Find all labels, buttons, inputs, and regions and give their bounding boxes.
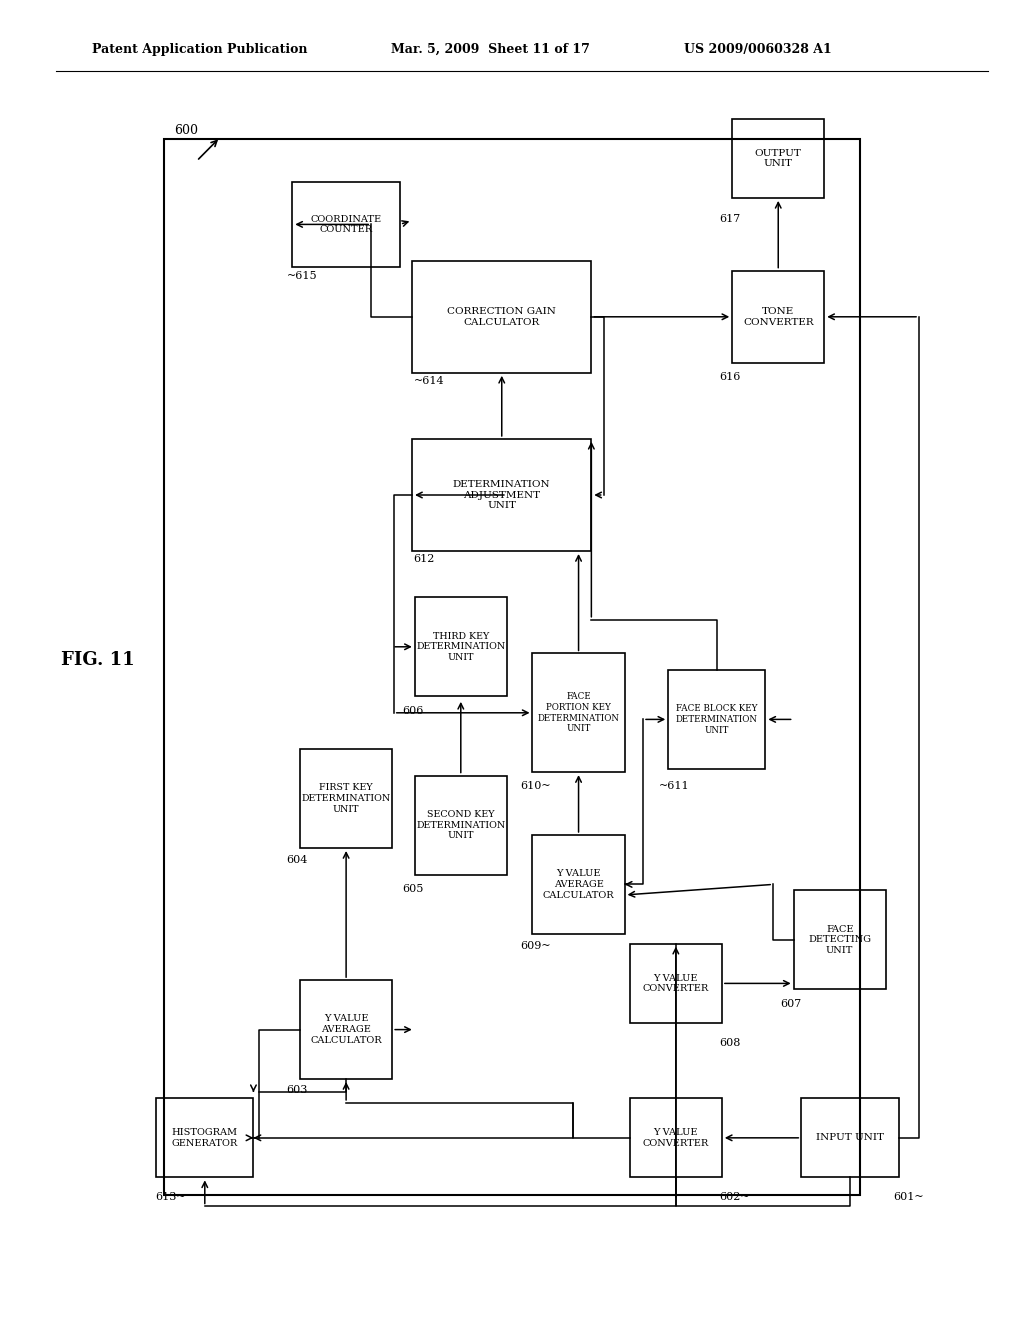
Text: 607: 607 [780, 999, 802, 1010]
FancyBboxPatch shape [300, 979, 392, 1080]
Text: 600: 600 [174, 124, 198, 137]
FancyBboxPatch shape [157, 1098, 254, 1177]
Text: 616: 616 [719, 372, 740, 383]
Text: 605: 605 [402, 884, 424, 895]
Text: DETERMINATION
ADJUSTMENT
UNIT: DETERMINATION ADJUSTMENT UNIT [453, 479, 551, 511]
Text: HISTOGRAM
GENERATOR: HISTOGRAM GENERATOR [172, 1129, 238, 1147]
Text: Y VALUE
CONVERTER: Y VALUE CONVERTER [643, 974, 709, 993]
FancyBboxPatch shape [630, 944, 722, 1023]
FancyBboxPatch shape [794, 890, 886, 990]
Text: Mar. 5, 2009  Sheet 11 of 17: Mar. 5, 2009 Sheet 11 of 17 [391, 42, 590, 55]
Text: 601~: 601~ [893, 1192, 924, 1203]
Text: 606: 606 [402, 706, 424, 717]
Text: FIRST KEY
DETERMINATION
UNIT: FIRST KEY DETERMINATION UNIT [301, 783, 391, 814]
Text: ~611: ~611 [658, 781, 689, 792]
FancyBboxPatch shape [415, 776, 507, 874]
Text: 617: 617 [719, 214, 740, 224]
Text: TONE
CONVERTER: TONE CONVERTER [743, 308, 813, 326]
Text: 613~: 613~ [156, 1192, 186, 1203]
Text: Patent Application Publication: Patent Application Publication [92, 42, 307, 55]
FancyBboxPatch shape [668, 671, 765, 768]
Text: 608: 608 [719, 1038, 740, 1048]
Text: ~615: ~615 [287, 271, 317, 281]
Text: FACE
PORTION KEY
DETERMINATION
UNIT: FACE PORTION KEY DETERMINATION UNIT [538, 692, 620, 734]
Text: SECOND KEY
DETERMINATION
UNIT: SECOND KEY DETERMINATION UNIT [416, 809, 506, 841]
Text: 603: 603 [287, 1085, 308, 1096]
Text: ~614: ~614 [414, 376, 444, 387]
Text: 604: 604 [287, 855, 308, 866]
Text: US 2009/0060328 A1: US 2009/0060328 A1 [684, 42, 831, 55]
Text: THIRD KEY
DETERMINATION
UNIT: THIRD KEY DETERMINATION UNIT [416, 631, 506, 663]
Text: 612: 612 [414, 554, 435, 565]
FancyBboxPatch shape [293, 181, 399, 267]
Text: FACE
DETECTING
UNIT: FACE DETECTING UNIT [808, 924, 871, 956]
FancyBboxPatch shape [532, 653, 625, 772]
FancyBboxPatch shape [300, 748, 392, 847]
Text: 602~: 602~ [719, 1192, 750, 1203]
Text: CORRECTION GAIN
CALCULATOR: CORRECTION GAIN CALCULATOR [447, 308, 556, 326]
Text: 610~: 610~ [520, 781, 551, 792]
FancyBboxPatch shape [532, 834, 625, 935]
FancyBboxPatch shape [732, 119, 824, 198]
Text: Y VALUE
AVERAGE
CALCULATOR: Y VALUE AVERAGE CALCULATOR [310, 1014, 382, 1045]
Text: 609~: 609~ [520, 941, 551, 952]
FancyBboxPatch shape [412, 261, 591, 372]
Text: FACE BLOCK KEY
DETERMINATION
UNIT: FACE BLOCK KEY DETERMINATION UNIT [676, 704, 758, 735]
Text: Y VALUE
AVERAGE
CALCULATOR: Y VALUE AVERAGE CALCULATOR [543, 869, 614, 900]
Text: FIG. 11: FIG. 11 [61, 651, 135, 669]
FancyBboxPatch shape [732, 271, 824, 363]
Text: COORDINATE
COUNTER: COORDINATE COUNTER [310, 215, 382, 234]
FancyBboxPatch shape [415, 597, 507, 697]
FancyBboxPatch shape [412, 438, 591, 552]
Text: OUTPUT
UNIT: OUTPUT UNIT [755, 149, 802, 168]
FancyBboxPatch shape [630, 1098, 722, 1177]
FancyBboxPatch shape [801, 1098, 899, 1177]
Text: Y VALUE
CONVERTER: Y VALUE CONVERTER [643, 1129, 709, 1147]
Text: INPUT UNIT: INPUT UNIT [816, 1134, 884, 1142]
